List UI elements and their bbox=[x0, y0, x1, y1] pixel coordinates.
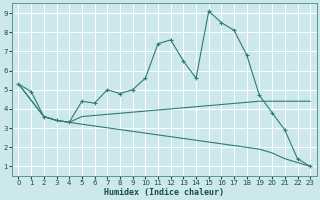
X-axis label: Humidex (Indice chaleur): Humidex (Indice chaleur) bbox=[104, 188, 224, 197]
